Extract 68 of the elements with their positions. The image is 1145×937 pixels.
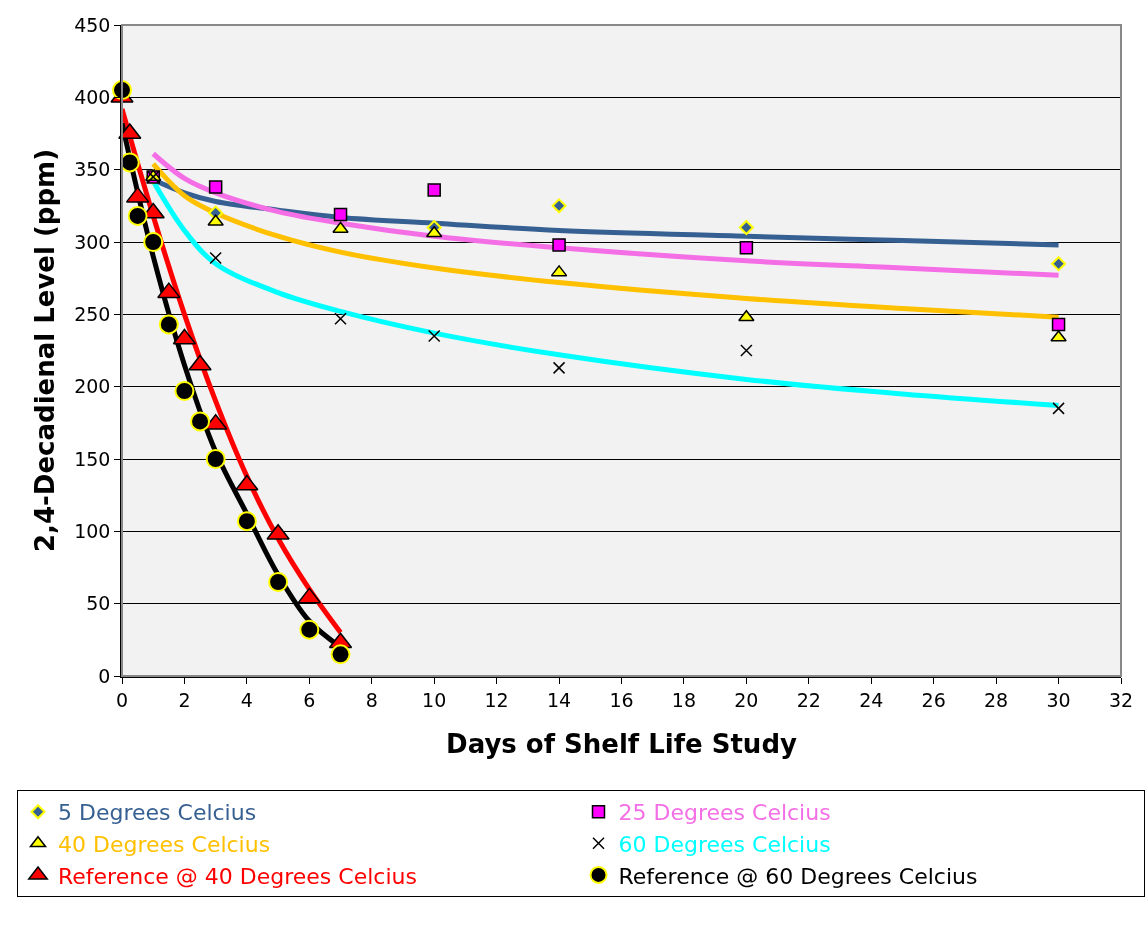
point [740,344,753,357]
y-tick-label: 200 [74,375,111,398]
point [299,619,320,640]
x-tick-label: 14 [546,688,572,711]
x-tick-label: 4 [240,688,253,711]
legend-label: Reference @ 60 Degrees Celcius [618,863,978,889]
point [738,220,754,236]
point [190,411,211,432]
point [174,381,195,401]
point [268,571,289,592]
point [209,251,222,265]
point [552,238,566,252]
point [235,474,259,491]
x-axis-title: Days of Shelf Life Study [446,728,797,759]
point [236,511,257,532]
point [330,644,351,665]
y-tick-label: 300 [74,230,111,253]
point [188,354,212,371]
x-tick-label: 30 [1046,688,1071,711]
x-tick-label: 0 [115,688,129,711]
point [427,183,441,197]
point [1052,402,1065,415]
point [1051,317,1066,332]
y-tick-label: 400 [74,85,111,108]
x-tick-label: 10 [422,688,447,711]
legend-label: Reference @ 40 Degrees Celcius [58,863,417,889]
legend-label: 5 Degrees Celcius [58,800,257,826]
y-tick-label: 50 [86,592,111,615]
x-tick-label: 26 [921,688,946,711]
y-tick-label: 250 [74,302,111,325]
point [205,449,226,469]
point [551,198,567,214]
x-tick-label: 20 [734,688,759,711]
x-tick-label: 24 [859,688,884,711]
y-tick-label: 150 [74,447,111,470]
y-tick-label: 350 [74,158,111,181]
x-tick-label: 18 [671,688,697,711]
point [552,361,566,375]
y-tick-label: 0 [98,664,111,687]
point [334,312,347,325]
legend-label: 25 Degrees Celcius [618,800,831,826]
point [208,180,223,194]
point [127,205,148,226]
point [157,282,181,299]
point [207,214,224,226]
x-tick-label: 16 [609,688,634,711]
legend-label: 60 Degrees Celcius [618,831,831,857]
x-tick-label: 6 [303,688,316,711]
point [158,314,179,335]
y-tick-label: 450 [74,13,111,36]
point [427,329,441,343]
point [332,221,349,233]
x-tick-label: 28 [984,688,1009,711]
y-axis-title: 2,4-Decadienal Level (ppm) [30,148,61,553]
x-tick-label: 2 [178,688,191,711]
point [333,207,348,222]
point [738,309,755,322]
y-tick-label: 100 [74,519,111,542]
point [1051,256,1067,272]
point [739,241,754,255]
x-tick-label: 8 [365,688,378,711]
point [266,523,290,540]
point [143,232,164,252]
x-tick-label: 22 [796,688,821,711]
legend-label: 40 Degrees Celcius [58,831,271,857]
point [1050,330,1067,342]
x-tick-label: 12 [484,688,509,711]
x-tick-label: 32 [1108,688,1134,711]
